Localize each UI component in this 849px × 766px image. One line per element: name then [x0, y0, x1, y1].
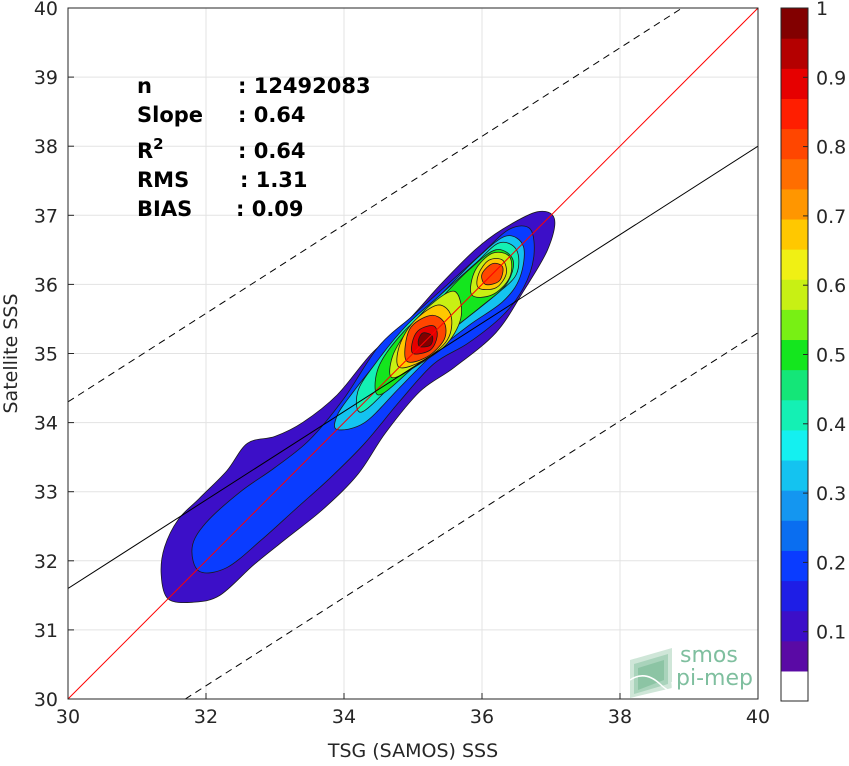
- y-tick-label: 38: [34, 136, 58, 158]
- x-axis-ticks: 30 32 34 36 38 40: [56, 693, 770, 728]
- regression-line: [68, 145, 758, 589]
- x-tick-label: 30: [56, 706, 80, 728]
- colorbar-swatch: [781, 459, 808, 491]
- stat-value: : 1.31: [240, 168, 308, 192]
- y-tick-label: 35: [34, 344, 58, 366]
- colorbar-tick-label: 0.3: [816, 483, 846, 505]
- logo-line1: smos: [680, 643, 738, 668]
- colorbar-swatch: [781, 640, 808, 672]
- colorbar-swatch: [781, 8, 808, 39]
- colorbar-tick-label: 0.2: [816, 552, 846, 574]
- x-axis-label: TSG (SAMOS) SSS: [327, 740, 498, 762]
- colorbar-tick-label: 0.1: [816, 622, 846, 644]
- y-tick-label: 40: [34, 0, 58, 20]
- colorbar-swatch: [781, 128, 808, 160]
- lower-bound-line: [185, 332, 758, 699]
- stat-label: n: [137, 74, 152, 98]
- x-tick-label: 34: [332, 706, 356, 728]
- stat-value: : 0.09: [236, 197, 304, 221]
- reference-lines: [68, 8, 758, 699]
- colorbar: 0.1 0.2 0.3 0.4 0.5 0.6 0.7 0.8 0.9 1: [780, 0, 846, 702]
- x-tick-label: 40: [746, 706, 770, 728]
- contour-level-1: [417, 332, 434, 348]
- colorbar-tick-label: 0.8: [816, 137, 846, 159]
- colorbar-swatch: [781, 38, 808, 69]
- colorbar-swatch: [781, 429, 808, 461]
- colorbar-swatch: [781, 279, 808, 310]
- y-tick-label: 37: [34, 205, 58, 227]
- colorbar-swatch: [781, 490, 808, 521]
- logo-line2: pi-mep: [676, 666, 753, 691]
- y-tick-label: 31: [34, 620, 58, 642]
- y-tick-label: 36: [34, 274, 58, 296]
- colorbar-tick-label: 0.6: [816, 275, 846, 297]
- colorbar-swatch: [781, 158, 808, 190]
- stat-value: : 0.64: [238, 139, 306, 163]
- colorbar-swatch: [781, 610, 808, 642]
- colorbar-swatch: [781, 550, 808, 582]
- colorbar-swatch: [781, 309, 808, 341]
- colorbar-tick-label: 0.7: [816, 206, 846, 228]
- x-tick-label: 38: [608, 706, 632, 728]
- colorbar-swatch: [781, 520, 808, 551]
- colorbar-swatch: [781, 188, 808, 220]
- colorbar-swatch: [781, 670, 808, 702]
- y-axis-label: Satellite SSS: [0, 293, 22, 413]
- stat-value: : 12492083: [238, 74, 371, 98]
- colorbar-tick-label: 1: [816, 0, 828, 20]
- colorbar-swatch: [781, 580, 808, 612]
- y-axis-ticks: 30 31 32 33 34 35 36 37 38 39 40: [34, 0, 74, 711]
- statistics-box: n : 12492083 Slope : 0.64 R2 : 0.64 RMS : 1.31 B…: [137, 74, 371, 221]
- stat-label: BIAS: [137, 197, 192, 221]
- x-tick-label: 36: [470, 706, 494, 728]
- stat-label: R2: [137, 135, 164, 163]
- smos-pi-mep-logo: smos pi-mep: [629, 643, 753, 698]
- y-tick-label: 34: [34, 413, 58, 435]
- stat-value: : 0.64: [238, 103, 306, 127]
- colorbar-swatch: [781, 98, 808, 130]
- stat-label: Slope: [137, 103, 203, 127]
- stat-superscript: 2: [153, 135, 163, 153]
- colorbar-tick-label: 0.9: [816, 67, 846, 89]
- logo-mark-icon: [629, 648, 674, 698]
- stat-label: RMS: [137, 168, 189, 192]
- y-tick-label: 32: [34, 551, 58, 573]
- colorbar-swatch: [781, 399, 808, 431]
- plot-area: [67, 7, 759, 700]
- colorbar-tick-label: 0.4: [816, 414, 846, 436]
- y-tick-label: 30: [34, 689, 58, 711]
- identity-line: [68, 8, 758, 699]
- y-tick-label: 33: [34, 482, 58, 504]
- colorbar-swatch: [781, 218, 808, 250]
- y-tick-label: 39: [34, 67, 58, 89]
- colorbar-tick-label: 0.5: [816, 345, 846, 367]
- colorbar-swatch: [781, 249, 808, 280]
- colorbar-swatch: [781, 68, 808, 99]
- upper-bound-line: [68, 8, 683, 403]
- colorbar-swatch: [781, 369, 808, 401]
- x-tick-label: 32: [194, 706, 218, 728]
